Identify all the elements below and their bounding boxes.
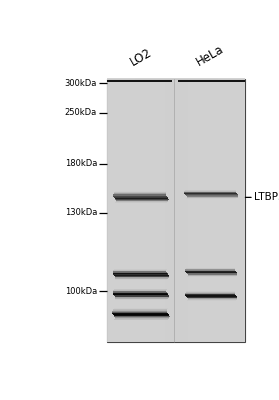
Text: LTBP3: LTBP3 [246, 192, 279, 202]
Text: 250kDa: 250kDa [65, 108, 97, 117]
Bar [107, 79, 245, 342]
Text: 300kDa: 300kDa [65, 79, 97, 88]
Text: 180kDa: 180kDa [65, 159, 97, 168]
Text: HeLa: HeLa [194, 43, 226, 69]
Text: LO2: LO2 [128, 46, 154, 69]
Text: 130kDa: 130kDa [65, 208, 97, 217]
Text: 100kDa: 100kDa [65, 287, 97, 296]
